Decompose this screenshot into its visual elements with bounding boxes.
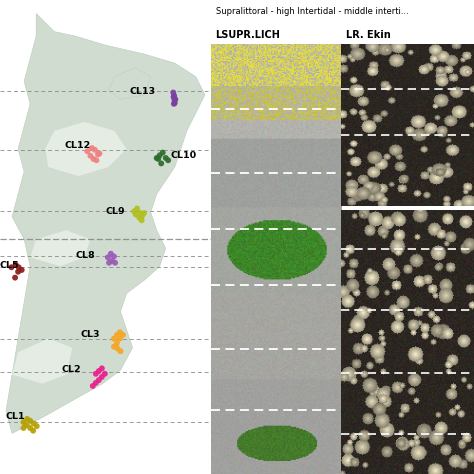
Point [92, 156, 100, 164]
Point [133, 205, 141, 212]
Point [23, 421, 30, 429]
Point [114, 345, 121, 352]
Point [116, 335, 124, 342]
Point [117, 347, 124, 355]
Point [83, 147, 91, 155]
Text: CL13: CL13 [129, 87, 155, 96]
Text: LSUPR.LICH: LSUPR.LICH [215, 30, 280, 40]
Point [119, 331, 127, 339]
Point [110, 343, 118, 350]
Point [20, 424, 27, 432]
Point [30, 419, 37, 427]
Point [90, 155, 97, 163]
Point [8, 264, 15, 271]
Point [33, 422, 41, 430]
Polygon shape [6, 14, 205, 433]
Point [18, 266, 26, 274]
Point [110, 335, 118, 342]
Text: CL5: CL5 [0, 261, 19, 270]
Point [170, 93, 177, 101]
Point [138, 217, 146, 224]
Point [162, 154, 170, 162]
Text: LR. Ekin: LR. Ekin [346, 30, 391, 40]
Text: CL1: CL1 [5, 412, 25, 421]
Point [140, 210, 148, 217]
Point [98, 373, 106, 381]
Point [137, 210, 144, 217]
Point [130, 208, 138, 215]
Text: CL12: CL12 [65, 141, 91, 150]
Point [113, 339, 121, 347]
Point [92, 370, 100, 378]
Point [171, 99, 179, 107]
Polygon shape [30, 230, 91, 266]
Polygon shape [109, 68, 151, 100]
Point [156, 152, 164, 159]
Text: CL8: CL8 [75, 251, 95, 260]
Text: CL10: CL10 [170, 151, 196, 160]
Point [159, 149, 166, 156]
Point [95, 376, 103, 384]
Point [171, 96, 178, 104]
Point [23, 415, 31, 423]
Point [108, 257, 116, 264]
Point [89, 382, 97, 390]
Polygon shape [12, 338, 73, 384]
Point [170, 100, 178, 108]
Point [11, 274, 19, 282]
Point [104, 254, 112, 261]
Point [105, 259, 113, 266]
Point [91, 146, 99, 154]
Point [111, 259, 119, 266]
Point [27, 417, 34, 425]
Point [96, 150, 103, 157]
Text: CL2: CL2 [62, 365, 82, 374]
Point [110, 253, 118, 260]
Point [172, 96, 179, 103]
Point [94, 151, 102, 158]
Point [107, 250, 115, 257]
Point [170, 92, 178, 100]
Text: CL3: CL3 [81, 329, 100, 338]
Point [98, 365, 106, 372]
Point [92, 379, 100, 387]
Point [157, 160, 165, 167]
Point [138, 212, 146, 219]
Point [155, 155, 162, 163]
Point [14, 268, 22, 275]
Point [132, 210, 139, 218]
Point [116, 328, 124, 336]
Polygon shape [45, 122, 127, 176]
Point [164, 156, 172, 164]
Point [101, 370, 109, 378]
Point [88, 144, 96, 152]
Text: CL9: CL9 [105, 207, 125, 216]
Point [153, 154, 161, 162]
Point [12, 261, 19, 268]
Point [20, 418, 27, 426]
Point [113, 331, 121, 339]
Point [29, 427, 37, 435]
Point [87, 152, 94, 160]
Point [170, 89, 177, 96]
Text: Supralittoral - high Intertidal - middle interti...: Supralittoral - high Intertidal - middle… [216, 7, 409, 16]
Point [95, 367, 103, 375]
Point [15, 264, 22, 271]
Point [27, 424, 34, 432]
Point [136, 214, 143, 221]
